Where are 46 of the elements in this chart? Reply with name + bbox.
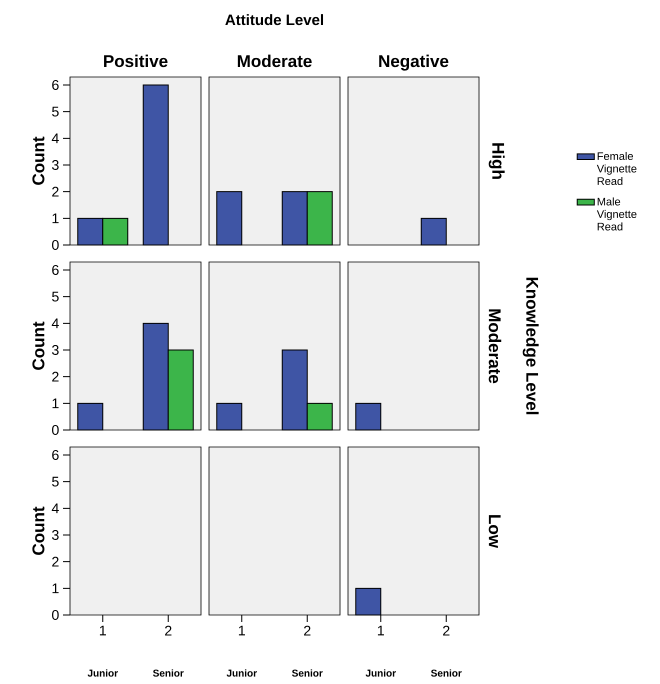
y-tick-label: 3 [52, 530, 59, 540]
x-tick-label: 1 [238, 626, 245, 636]
y-tick-label: 4 [52, 134, 59, 144]
chart-subtitle: Moderate [238, 54, 312, 68]
text: Junior [88, 669, 118, 677]
y-tick-label: 0 [52, 425, 59, 435]
y-tick-label: 2 [52, 372, 59, 382]
text: Knowledge Level [522, 278, 539, 414]
y-axis-title: Count [32, 322, 44, 370]
x-tick-label: 1 [378, 626, 384, 636]
y-tick-label: 1 [52, 584, 59, 594]
y-tick-label: 3 [52, 345, 59, 355]
y2-axis-title: Low [488, 515, 501, 548]
text: Senior [430, 669, 462, 677]
y-tick-label: 5 [52, 476, 59, 487]
x-tick-label: 2 [304, 626, 310, 636]
y-tick-label: 4 [52, 318, 59, 328]
y-tick-label: 6 [52, 265, 59, 275]
x-tick-label: 2 [443, 626, 450, 636]
y-tick-label: 5 [52, 292, 59, 302]
y-tick-label: 5 [52, 106, 59, 117]
y-tick-label: 1 [52, 214, 59, 224]
y-tick-label: 0 [52, 240, 59, 250]
y-tick-label: 6 [52, 80, 59, 90]
y-axis-title: Count [32, 136, 44, 185]
y2-axis-title: High [488, 143, 505, 179]
chart-title: Attitude Level [225, 14, 324, 26]
legend-label: Female Vignette Read [596, 152, 636, 186]
y-tick-label: 0 [52, 610, 59, 620]
y-tick-label: 3 [52, 160, 59, 170]
chart-subtitle: Positive [104, 54, 168, 68]
x-tick-label: 1 [100, 626, 106, 636]
chart-subtitle: Negative [379, 54, 448, 71]
y-tick-label: 6 [52, 450, 59, 460]
text: Junior [226, 669, 257, 677]
y-tick-label: 2 [52, 556, 59, 567]
y-tick-label: 1 [52, 398, 59, 408]
y2-axis-title: Moderate [488, 309, 502, 384]
y-axis-title: Count [32, 506, 44, 555]
legend-label: Male Vignette Read [596, 197, 636, 230]
x-tick-label: 2 [165, 626, 172, 636]
y-tick-label: 2 [52, 186, 59, 197]
y-tick-label: 4 [52, 504, 59, 514]
text: Junior [366, 669, 396, 677]
text: Senior [292, 669, 323, 677]
text: Senior [152, 669, 184, 677]
